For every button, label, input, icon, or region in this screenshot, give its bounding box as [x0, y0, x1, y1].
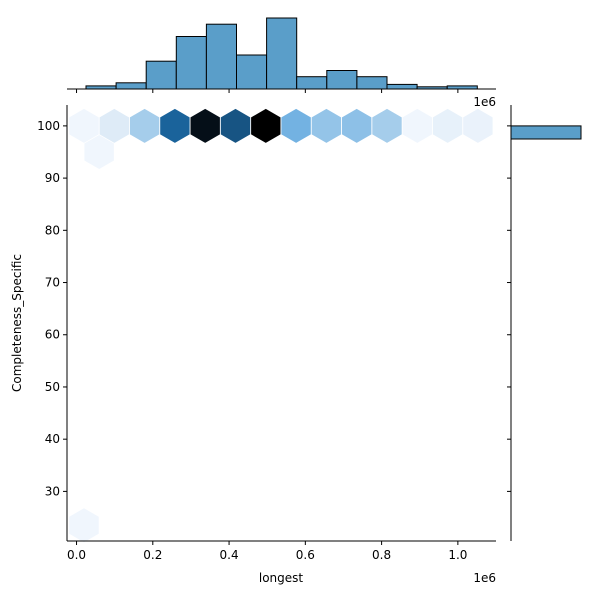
hexbin-cell — [129, 108, 160, 143]
x-tick-label: 0.4 — [220, 548, 239, 562]
hexbin-cell — [463, 108, 493, 143]
right-hist-bar — [510, 125, 582, 140]
x-offset-text: 1e6 — [473, 571, 496, 585]
hexbin-cell — [432, 108, 463, 143]
hexbin-cell — [372, 108, 402, 143]
hexbin-cell — [342, 108, 372, 143]
hexbin-cell — [402, 108, 432, 143]
top-hist-bar — [296, 76, 328, 90]
top-hist-bar — [205, 23, 237, 90]
x-tick-label: 0.8 — [372, 548, 391, 562]
top-hist-bar — [356, 76, 388, 90]
hexbin-cell — [311, 108, 342, 143]
hexbin-cell — [160, 108, 190, 143]
x-tick-label: 1.0 — [448, 548, 467, 562]
y-tick-label: 40 — [45, 432, 60, 446]
top-hist-bar — [85, 85, 117, 90]
top-hist-bar — [266, 17, 298, 90]
y-tick-label: 50 — [45, 380, 60, 394]
hexbin-cell — [99, 108, 129, 143]
top-hist-bar — [236, 54, 268, 90]
top-offset-text: 1e6 — [473, 95, 496, 109]
right-marginal-histogram — [507, 105, 582, 541]
hexbin-cell — [69, 108, 99, 143]
top-hist-bar — [416, 86, 448, 90]
hexbin-cell — [220, 108, 251, 143]
y-tick-label: 30 — [45, 484, 60, 498]
y-tick-label: 90 — [45, 171, 60, 185]
x-axis-label: longest — [259, 571, 304, 585]
top-marginal-histogram — [67, 17, 496, 93]
hexbin-layer — [69, 108, 493, 543]
y-tick-label: 70 — [45, 276, 60, 290]
x-tick-label: 0.2 — [143, 548, 162, 562]
y-axis-label: Completeness_Specific — [10, 254, 24, 392]
hexbin-cell — [69, 508, 99, 543]
hexbin-cell — [190, 108, 220, 143]
hexbin-cell — [251, 108, 281, 143]
x-tick-label: 0.0 — [67, 548, 86, 562]
hexbin-cell — [84, 135, 114, 169]
top-hist-bar — [326, 70, 358, 90]
top-hist-bar — [386, 83, 418, 90]
top-hist-bar — [175, 36, 207, 90]
top-hist-bar — [145, 60, 177, 90]
top-hist-bar — [115, 82, 147, 90]
top-hist-bar — [446, 85, 478, 90]
y-tick-label: 80 — [45, 223, 60, 237]
y-tick-label: 60 — [45, 328, 60, 342]
hexbin-cell — [281, 108, 311, 143]
main-axes: 0.0 0.2 0.4 0.6 0.8 1.0 30 40 50 60 70 80 90 100 — [37, 105, 496, 562]
y-tick-label: 100 — [37, 119, 60, 133]
x-tick-label: 0.6 — [296, 548, 315, 562]
